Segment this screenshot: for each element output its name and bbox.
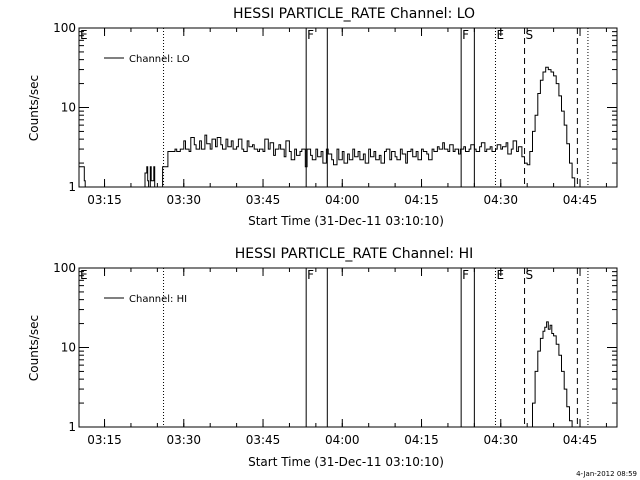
x-axis-label-hi: Start Time (31-Dec-11 03:10:10) [248, 455, 444, 469]
flag-label: F [307, 268, 314, 282]
chart-title-hi: HESSI PARTICLE_RATE Channel: HI [235, 246, 473, 262]
x-tick-label: 04:30 [483, 193, 518, 207]
axis-ticks-hi: 03:15 03:30 03:45 04:00 04:15 04:30 04:45 1 10 10… [53, 261, 617, 447]
y-tick-label: 1 [68, 180, 76, 194]
x-tick-label: 03:45 [246, 193, 281, 207]
chart-title-lo: HESSI PARTICLE_RATE Channel: LO [233, 6, 475, 22]
y-tick-label: 1 [68, 420, 76, 434]
panel-hi: HESSI PARTICLE_RATE Channel: HI Counts/s… [27, 246, 618, 469]
flag-label: S [526, 268, 534, 282]
x-tick-label: 03:30 [166, 193, 201, 207]
y-axis-label-hi: Counts/sec [27, 315, 41, 381]
flag-label: F [462, 268, 469, 282]
series-line-lo [79, 66, 578, 187]
x-tick-label: 03:15 [87, 193, 122, 207]
x-tick-label: 03:30 [166, 433, 201, 447]
flag-label: E [496, 268, 504, 282]
generation-timestamp: 4-Jan-2012 08:59 [576, 470, 637, 478]
flag-label: E [80, 268, 88, 282]
flag-label: E [496, 28, 504, 42]
plot-frame-hi [78, 267, 618, 428]
panel-lo: HESSI PARTICLE_RATE Channel: LO Counts/s… [27, 6, 618, 228]
flag-label: E [80, 28, 88, 42]
x-tick-label: 04:15 [404, 193, 439, 207]
flag-label: S [526, 28, 534, 42]
y-tick-label: 100 [53, 21, 76, 35]
x-axis-label-lo: Start Time (31-Dec-11 03:10:10) [248, 214, 444, 228]
x-tick-label: 04:00 [325, 433, 360, 447]
x-tick-label: 03:45 [246, 433, 281, 447]
x-tick-label: 04:15 [404, 433, 439, 447]
x-tick-label: 03:15 [87, 433, 122, 447]
y-axis-label-lo: Counts/sec [27, 75, 41, 141]
y-tick-label: 100 [53, 261, 76, 275]
series-line-hi [532, 321, 573, 427]
axis-ticks-lo: 03:15 03:30 03:45 04:00 04:15 04:30 04:45 1 10 10… [53, 21, 617, 207]
x-tick-label: 04:45 [563, 433, 598, 447]
y-tick-label: 10 [61, 101, 76, 115]
x-tick-label: 04:30 [483, 433, 518, 447]
y-tick-label: 10 [61, 341, 76, 355]
legend-label-hi: Channel: HI [129, 294, 187, 305]
flag-label: F [462, 28, 469, 42]
legend-label-lo: Channel: LO [129, 54, 190, 65]
x-tick-label: 04:00 [325, 193, 360, 207]
x-tick-label: 04:45 [563, 193, 598, 207]
flag-label: F [307, 28, 314, 42]
